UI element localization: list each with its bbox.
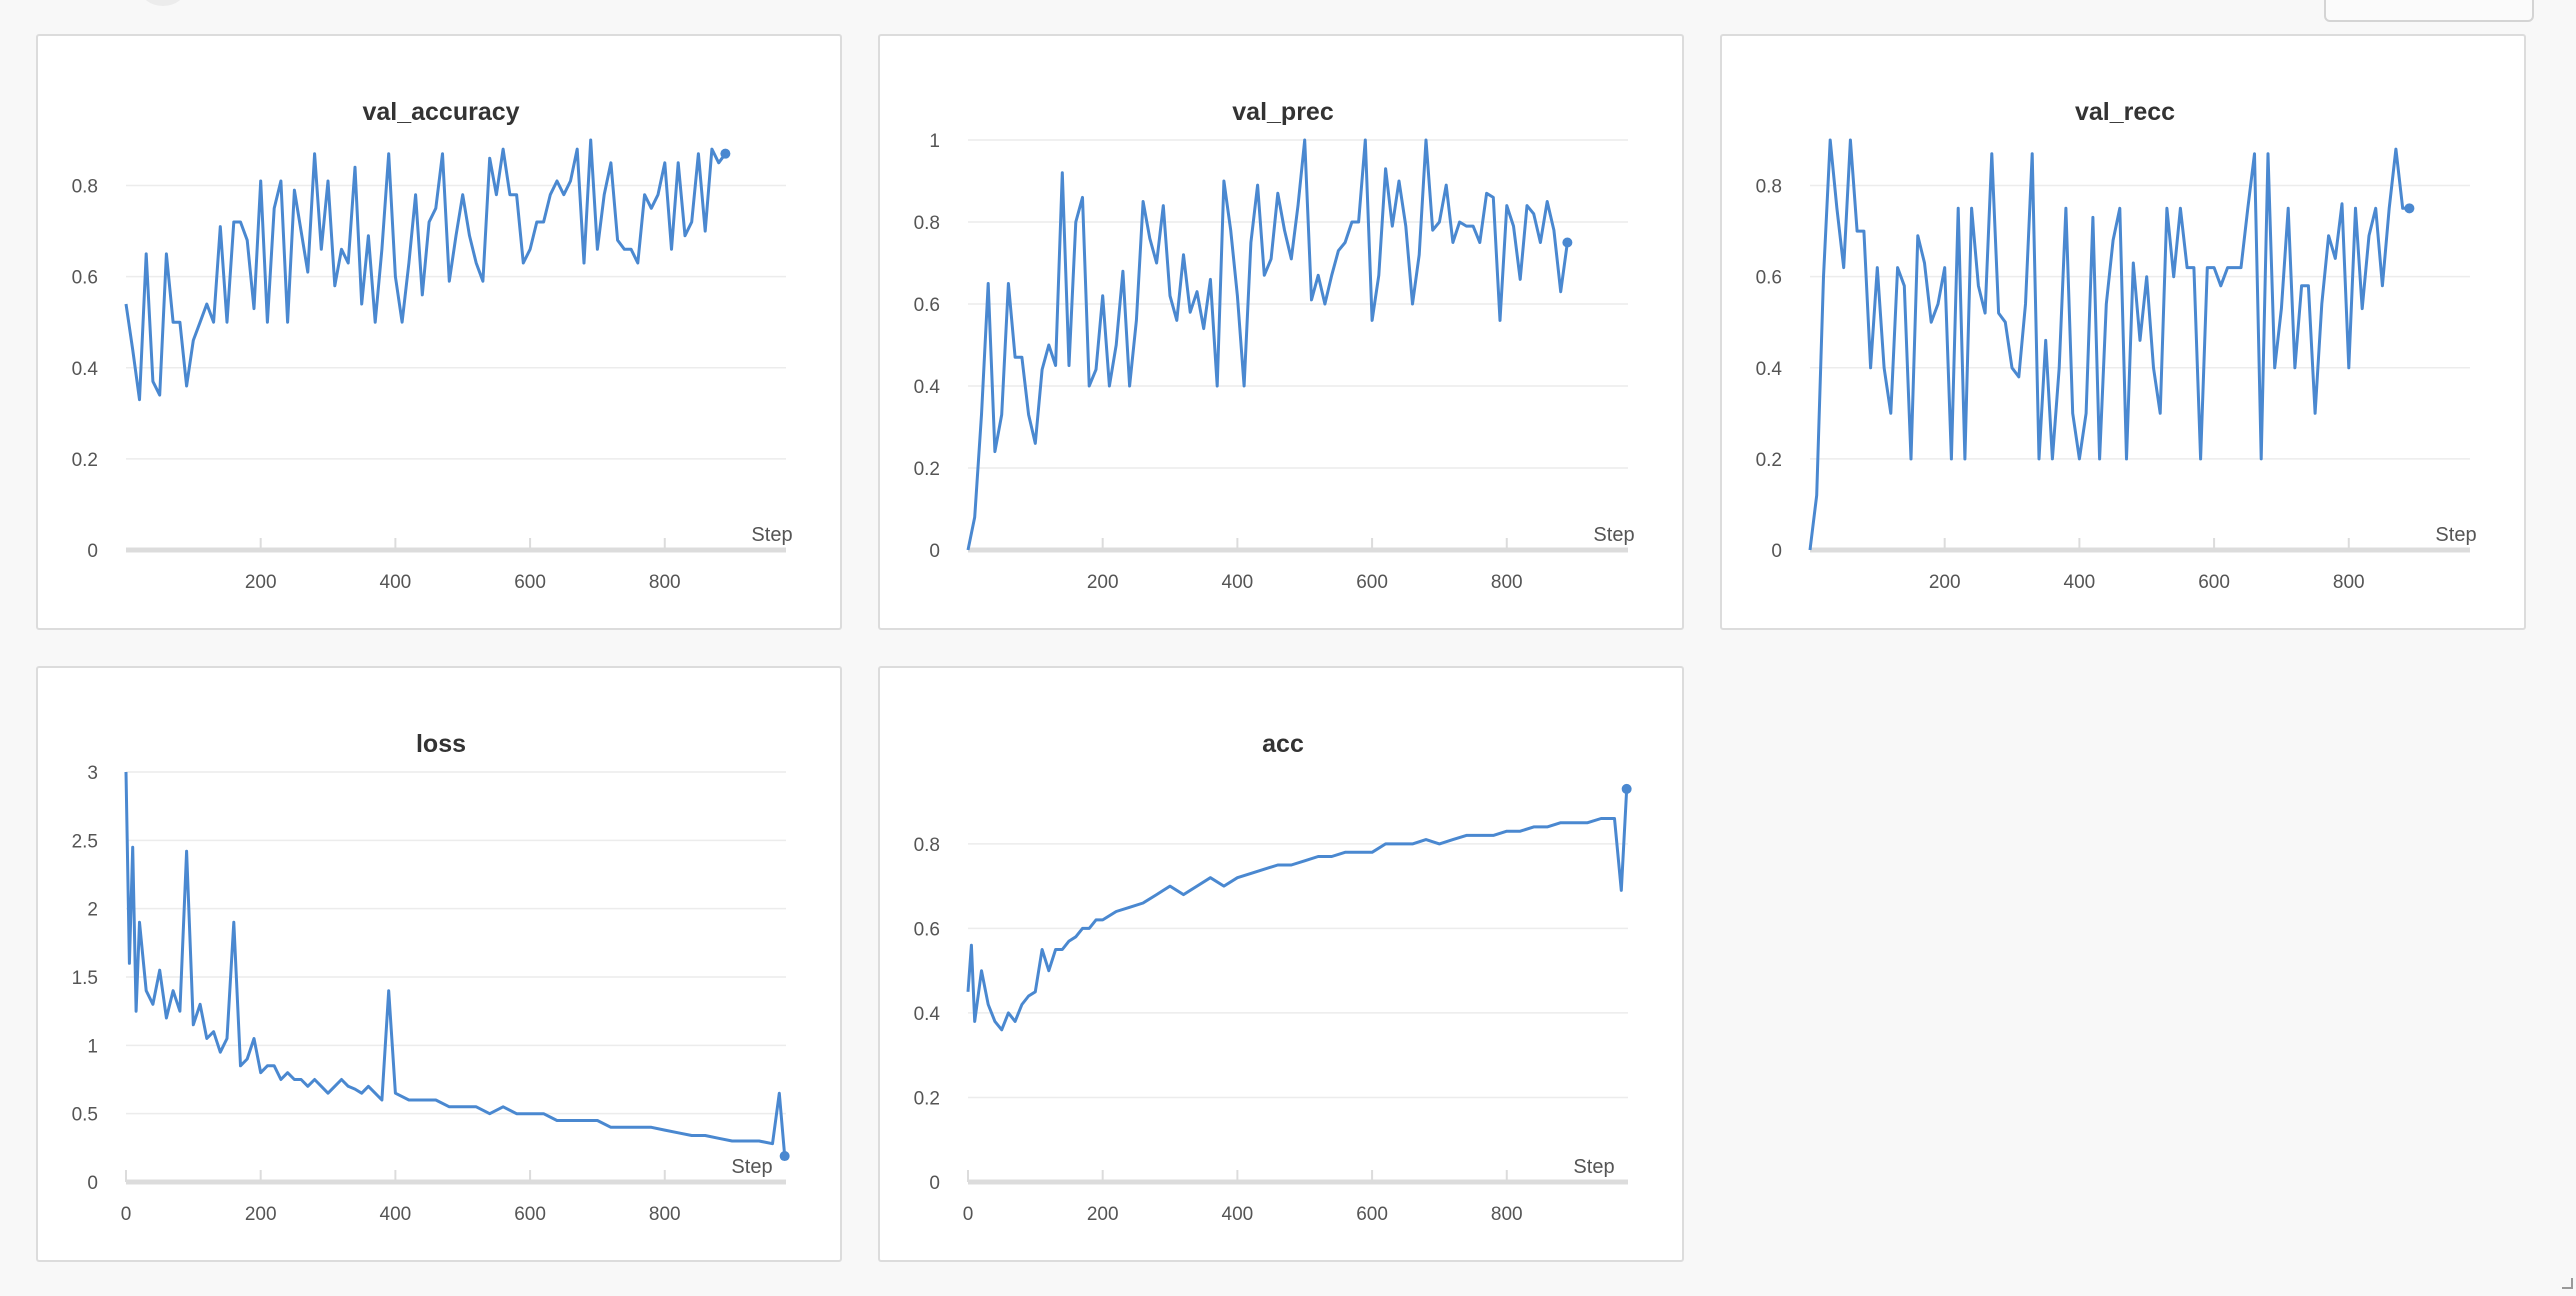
x-tick-label: 200 [1929,572,1961,593]
x-tick-label: 600 [514,572,546,593]
header-avatar[interactable] [140,0,186,6]
x-tick-label: 400 [1222,1204,1254,1225]
x-tick-label: 600 [1356,1204,1388,1225]
y-tick-label: 0.8 [914,835,940,856]
chart-title: val_accuracy [362,98,519,126]
last-point-marker [779,1151,790,1162]
resize-handle-icon[interactable] [2560,1276,2574,1290]
x-tick-label: 0 [963,1204,974,1225]
x-tick-label: 800 [1491,572,1523,593]
x-tick-label: 400 [380,572,412,593]
last-point-marker [720,148,731,159]
y-tick-label: 0 [87,1173,98,1194]
chart-title: val_recc [2075,98,2175,126]
x-tick-label: 600 [2198,572,2230,593]
y-tick-label: 1 [929,131,940,152]
series-line [124,771,787,1157]
y-tick-label: 1.5 [72,968,98,989]
y-tick-label: 0.8 [914,213,940,234]
y-tick-label: 2 [87,900,98,921]
x-tick-label: 800 [649,572,681,593]
x-tick-label: 800 [1491,1204,1523,1225]
x-axis-label: Step [731,1156,772,1178]
x-tick-label: 400 [2064,572,2096,593]
y-tick-label: 0.2 [1756,450,1782,471]
y-tick-label: 1 [87,1036,98,1057]
y-tick-label: 0.5 [72,1105,98,1126]
panel-loss[interactable]: loss Step 0 0.5 1 1.5 2 2.5 3 0 200 400 600 800 [36,666,842,1262]
x-axis-label: Step [1593,524,1634,546]
chart-val-recc: val_recc Step 0 0.2 0.4 0.6 0.8 200 400 600 800 [1756,98,2477,593]
panel-val-accuracy[interactable]: val_accuracy Step 0 0.2 0.4 0.6 0.8 200 400 600… [36,34,842,630]
header-button[interactable] [2324,0,2534,22]
y-tick-label: 0 [929,541,940,562]
y-tick-label: 0.8 [72,177,98,198]
x-tick-label: 200 [245,572,277,593]
x-axis-label: Step [1573,1156,1614,1178]
x-tick-label: 400 [380,1204,412,1225]
last-point-marker [1621,783,1632,794]
y-tick-label: 0.6 [72,268,98,289]
y-tick-label: 0 [87,541,98,562]
y-tick-label: 0.4 [914,1004,941,1025]
x-tick-label: 200 [1087,1204,1119,1225]
y-tick-label: 0 [929,1173,940,1194]
x-tick-label: 200 [1087,572,1119,593]
chart-title: loss [416,730,466,758]
x-tick-label: 800 [649,1204,681,1225]
y-tick-label: 0.4 [914,377,941,398]
x-tick-label: 600 [1356,572,1388,593]
panel-val-prec[interactable]: val_prec Step 0 0.2 0.4 0.6 0.8 1 200 400 600 800 [878,34,1684,630]
last-point-marker [2404,203,2415,214]
series-line [966,138,1569,551]
y-tick-label: 0.4 [72,359,99,380]
panel-val-recc[interactable]: val_recc Step 0 0.2 0.4 0.6 0.8 200 400 600 800 [1720,34,2526,630]
y-tick-label: 0.2 [72,450,98,471]
y-tick-label: 0.4 [1756,359,1783,380]
y-tick-label: 0 [1771,541,1782,562]
x-tick-label: 200 [245,1204,277,1225]
series-line [966,788,1629,1032]
chart-acc: acc Step 0 0.2 0.4 0.6 0.8 0 200 400 600 800 [914,730,1632,1225]
x-axis-label: Step [2435,524,2476,546]
x-tick-label: 0 [121,1204,132,1225]
y-tick-label: 2.5 [72,831,98,852]
x-tick-label: 600 [514,1204,546,1225]
y-tick-label: 0.8 [1756,177,1782,198]
x-tick-label: 400 [1222,572,1254,593]
chart-title: val_prec [1232,98,1334,126]
y-tick-label: 0.6 [914,295,940,316]
y-tick-label: 0.2 [914,459,940,480]
last-point-marker [1562,237,1573,248]
chart-loss: loss Step 0 0.5 1 1.5 2 2.5 3 0 200 400 600 800 [72,730,790,1225]
x-axis-label: Step [751,524,792,546]
series-line [1808,138,2410,551]
chart-title: acc [1262,730,1304,758]
x-tick-label: 800 [2333,572,2365,593]
y-tick-label: 0.2 [914,1088,940,1109]
panel-acc[interactable]: acc Step 0 0.2 0.4 0.6 0.8 0 200 400 600 800 [878,666,1684,1262]
y-tick-label: 0.6 [1756,268,1782,289]
chart-val-prec: val_prec Step 0 0.2 0.4 0.6 0.8 1 200 400 600 800 [914,98,1635,593]
chart-val-accuracy: val_accuracy Step 0 0.2 0.4 0.6 0.8 200 400 600… [72,98,793,593]
series-line [124,138,727,402]
y-tick-label: 0.6 [914,919,940,940]
y-tick-label: 3 [87,763,98,784]
